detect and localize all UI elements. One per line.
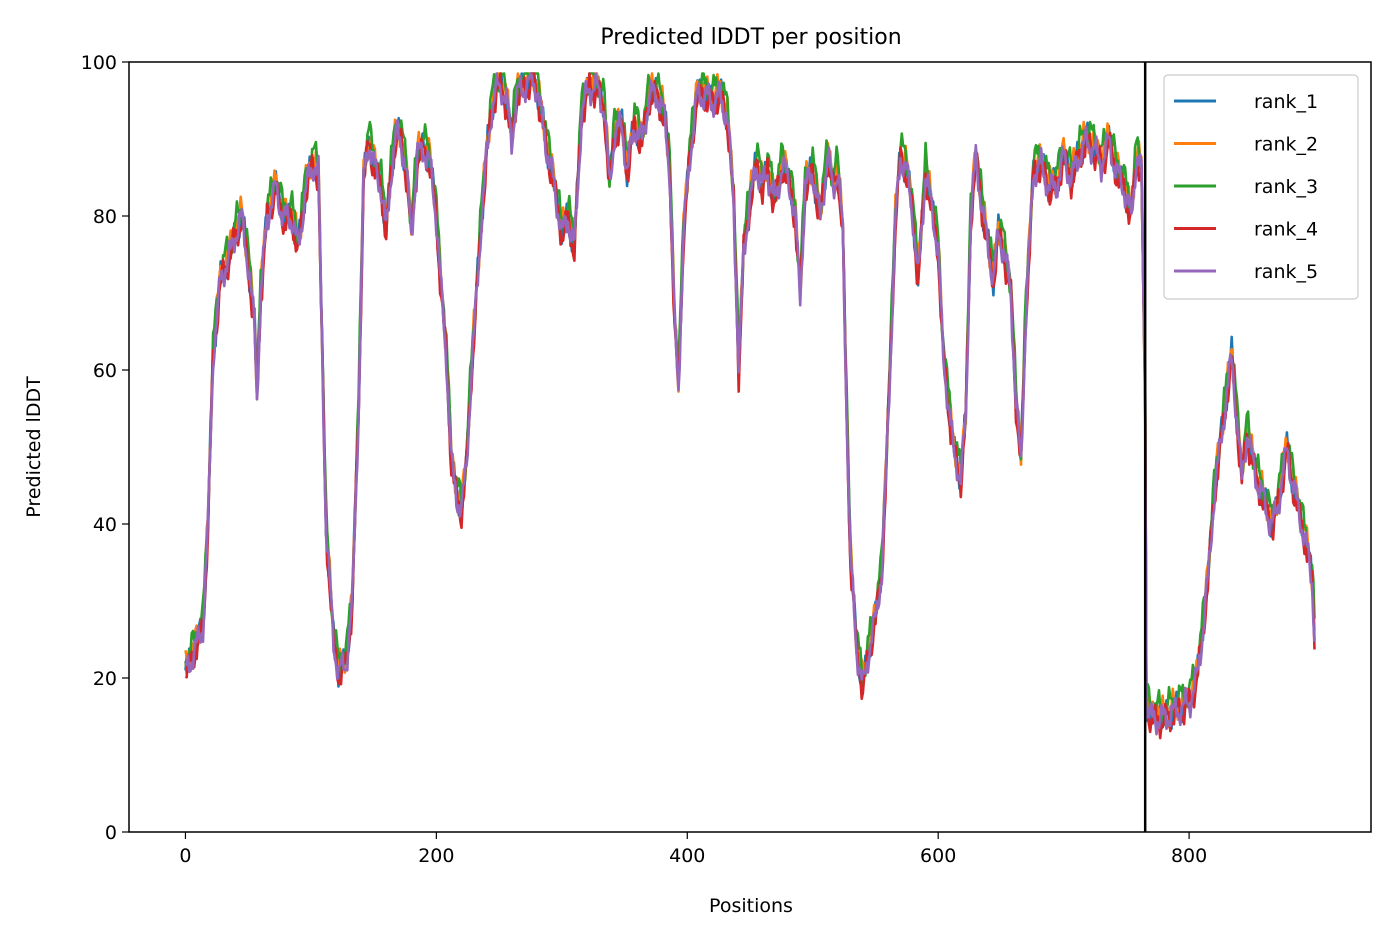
y-tick-label: 80	[93, 206, 117, 228]
series-layer	[184, 72, 1316, 740]
series-line-rank_5	[184, 72, 1316, 736]
legend-label-rank_2: rank_2	[1254, 134, 1318, 156]
x-axis: 0 200 400 600 800	[179, 832, 1207, 867]
x-tick-label: 600	[920, 845, 956, 867]
legend: rank_1 rank_2 rank_3 rank_4 rank_5	[1163, 74, 1359, 300]
y-axis-label: Predicted lDDT	[23, 376, 45, 518]
series-line-rank_3	[184, 72, 1316, 727]
y-tick-label: 60	[93, 360, 117, 382]
y-tick-label: 100	[81, 52, 117, 74]
y-tick-label: 40	[93, 514, 117, 536]
legend-label-rank_1: rank_1	[1254, 91, 1318, 113]
legend-box	[1163, 74, 1359, 300]
y-tick-label: 20	[93, 668, 117, 690]
x-tick-label: 800	[1171, 845, 1207, 867]
x-tick-label: 400	[669, 845, 705, 867]
x-tick-label: 200	[418, 845, 454, 867]
x-tick-label: 0	[179, 845, 191, 867]
legend-label-rank_5: rank_5	[1254, 261, 1318, 283]
legend-label-rank_4: rank_4	[1254, 219, 1318, 241]
chart-title: Predicted lDDT per position	[600, 25, 901, 50]
legend-label-rank_3: rank_3	[1254, 176, 1318, 198]
x-axis-label: Positions	[709, 895, 793, 917]
plot-frame	[128, 61, 1372, 833]
y-axis: 0 20 40 60 80 100	[81, 52, 129, 844]
y-tick-label: 0	[105, 822, 117, 844]
